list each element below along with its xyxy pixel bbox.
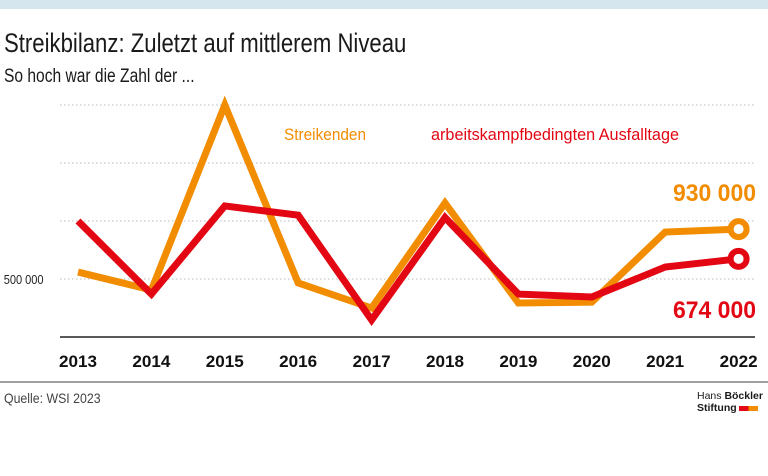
source-note: Quelle: WSI 2023 (4, 390, 101, 406)
legend-ausfalltage: arbeitskampfbedingten Ausfalltage (431, 125, 679, 144)
chart-title: Streikbilanz: Zuletzt auf mittlerem Nive… (4, 28, 407, 58)
x-tick-label: 2017 (353, 352, 391, 371)
x-tick-label: 2021 (646, 352, 684, 371)
x-tick-label: 2016 (279, 352, 317, 371)
end-point-marker (727, 218, 750, 241)
series-line-ausfalltage (75, 202, 739, 327)
end-point-marker (727, 247, 750, 270)
x-tick-label: 2018 (426, 352, 464, 371)
series-line-streikende (77, 95, 739, 313)
chart-subtitle: So hoch war die Zahl der ... (4, 66, 195, 87)
x-tick-label: 2020 (573, 352, 611, 371)
line-chart: 500 000 2013 2014 2015 2016 2017 2018 2019 2020 2… (4, 95, 758, 371)
end-label-ausfalltage: 674 000 (673, 297, 756, 324)
footer-divider (0, 381, 768, 383)
y-tick-label: 500 000 (4, 272, 44, 287)
x-tick-label: 2014 (132, 352, 171, 371)
x-tick-label: 2022 (720, 352, 758, 371)
x-tick-label: 2015 (206, 352, 244, 371)
x-tick-label: 2019 (499, 352, 537, 371)
end-label-streikende: 930 000 (673, 180, 756, 207)
top-bar (0, 0, 768, 9)
legend-streikende: Streikenden (284, 125, 366, 144)
x-tick-label: 2013 (59, 352, 97, 371)
hans-boeckler-logo: Hans Böckler Stiftung (697, 390, 763, 414)
